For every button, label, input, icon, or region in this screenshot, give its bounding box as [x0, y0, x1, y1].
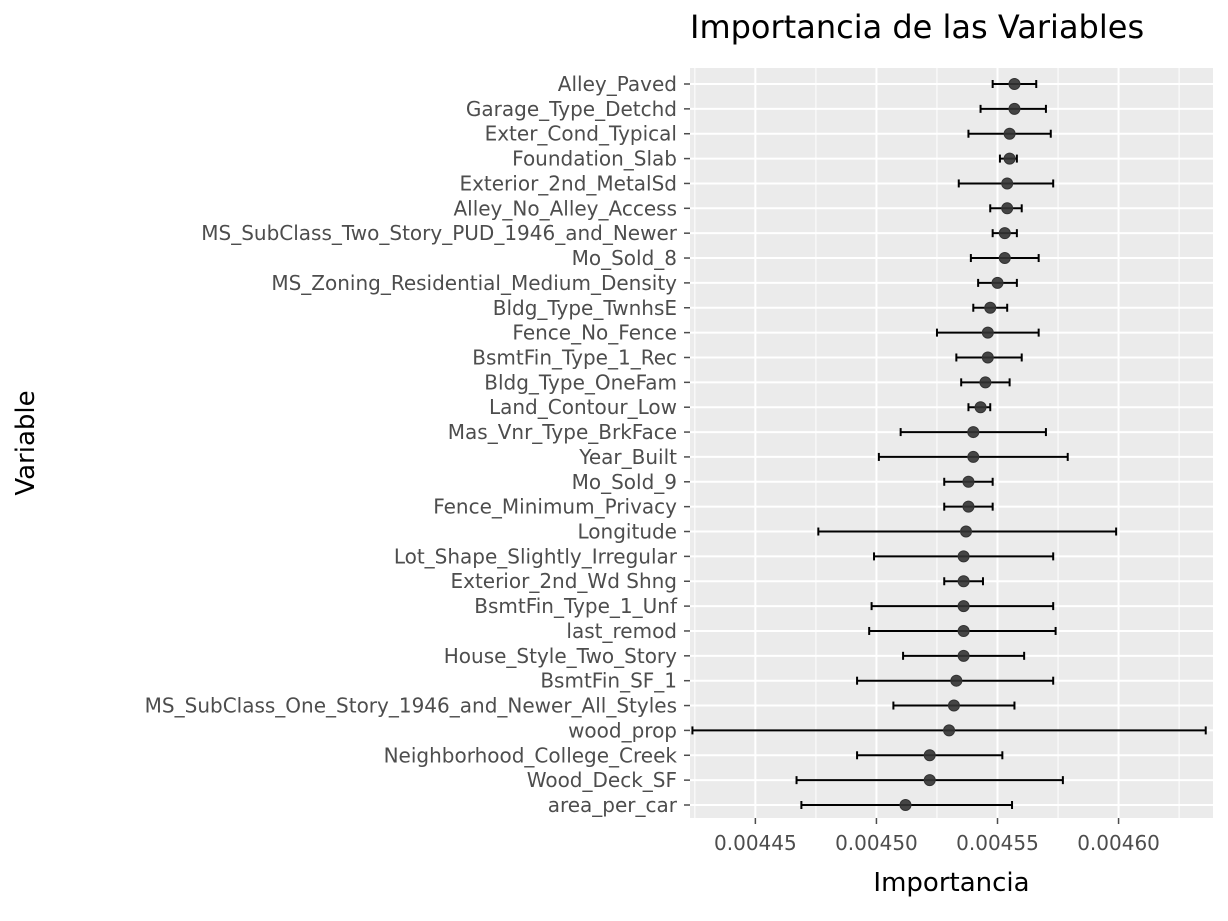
y-tick-label: Alley_Paved	[558, 72, 677, 96]
y-tick-label: Mas_Vnr_Type_BrkFace	[448, 420, 677, 444]
data-point	[957, 575, 970, 588]
y-tick-label: Fence_Minimum_Privacy	[433, 495, 677, 519]
y-tick-label: Fence_No_Fence	[512, 321, 677, 345]
chart-title: Importancia de las Variables	[690, 8, 1144, 46]
y-tick-label: Alley_No_Alley_Access	[453, 196, 677, 220]
y-tick-label: BsmtFin_Type_1_Unf	[474, 594, 678, 618]
y-tick-label: Longitude	[578, 520, 677, 544]
y-tick-label: Mo_Sold_8	[572, 246, 677, 270]
y-tick-label: Garage_Type_Detchd	[466, 97, 677, 121]
data-point	[957, 550, 970, 563]
y-tick-label: area_per_car	[548, 793, 678, 817]
data-point	[923, 749, 936, 762]
y-tick-label: Land_Contour_Low	[489, 395, 677, 419]
data-point	[943, 724, 956, 737]
y-tick-label: last_remod	[566, 619, 677, 643]
y-tick-label: Neighborhood_College_Creek	[384, 743, 678, 767]
y-tick-label: MS_Zoning_Residential_Medium_Density	[271, 271, 677, 295]
y-tick-label: Year_Built	[578, 445, 677, 469]
data-point	[1008, 78, 1021, 90]
y-axis-title: Variable	[11, 390, 41, 495]
y-tick-label: wood_prop	[568, 718, 677, 742]
data-point	[981, 326, 994, 339]
y-tick-label: Exterior_2nd_Wd Shng	[450, 569, 677, 593]
data-point	[1001, 177, 1014, 190]
data-point	[1003, 127, 1016, 140]
y-tick-label: BsmtFin_Type_1_Rec	[472, 345, 677, 369]
x-axis-title: Importancia	[873, 868, 1029, 898]
y-axis-ticks: Alley_PavedGarage_Type_DetchdExter_Cond_…	[145, 72, 690, 817]
data-point	[967, 450, 980, 463]
grid-minor	[694, 68, 1180, 818]
data-point	[957, 600, 970, 613]
y-tick-label: Bldg_Type_OneFam	[484, 370, 677, 394]
data-point	[957, 649, 970, 662]
data-point	[899, 799, 912, 811]
data-point	[967, 426, 980, 439]
data-point	[962, 500, 975, 513]
x-tick-label: 0.00450	[835, 831, 918, 855]
x-axis-ticks: 0.00445 0.00450 0.00455 0.00460	[714, 818, 1160, 855]
data-point	[1001, 202, 1014, 215]
data-point	[947, 699, 960, 712]
data-point	[923, 774, 936, 787]
y-tick-label: Lot_Shape_Slightly_Irregular	[394, 544, 678, 568]
y-tick-label: House_Style_Two_Story	[444, 644, 677, 668]
data-point	[998, 252, 1011, 265]
y-tick-label: Exter_Cond_Typical	[485, 122, 677, 146]
y-tick-label: Foundation_Slab	[512, 147, 677, 171]
data-point	[991, 276, 1004, 289]
x-tick-label: 0.00455	[956, 831, 1039, 855]
data-point	[974, 401, 987, 414]
data-point	[979, 376, 992, 389]
data-point	[950, 674, 963, 687]
x-tick-label: 0.00445	[714, 831, 797, 855]
data-point	[957, 624, 970, 637]
data-point	[998, 227, 1011, 240]
y-tick-label: Wood_Deck_SF	[527, 768, 677, 792]
data-point	[962, 475, 975, 488]
data-point	[984, 301, 997, 314]
y-tick-label: Bldg_Type_TwnhsE	[493, 296, 677, 320]
data-point	[981, 351, 994, 364]
y-tick-label: Exterior_2nd_MetalSd	[459, 171, 677, 195]
data-point	[960, 525, 973, 538]
data-point	[1003, 152, 1016, 165]
data-point	[1008, 102, 1021, 115]
plot-panel	[690, 68, 1213, 818]
y-tick-label: BsmtFin_SF_1	[540, 669, 677, 693]
y-tick-label: MS_SubClass_Two_Story_PUD_1946_and_Newer	[201, 221, 678, 245]
x-tick-label: 0.00460	[1077, 831, 1160, 855]
y-tick-label: Mo_Sold_9	[572, 470, 677, 494]
data-points	[899, 78, 1021, 811]
y-tick-label: MS_SubClass_One_Story_1946_and_Newer_All…	[145, 694, 677, 718]
